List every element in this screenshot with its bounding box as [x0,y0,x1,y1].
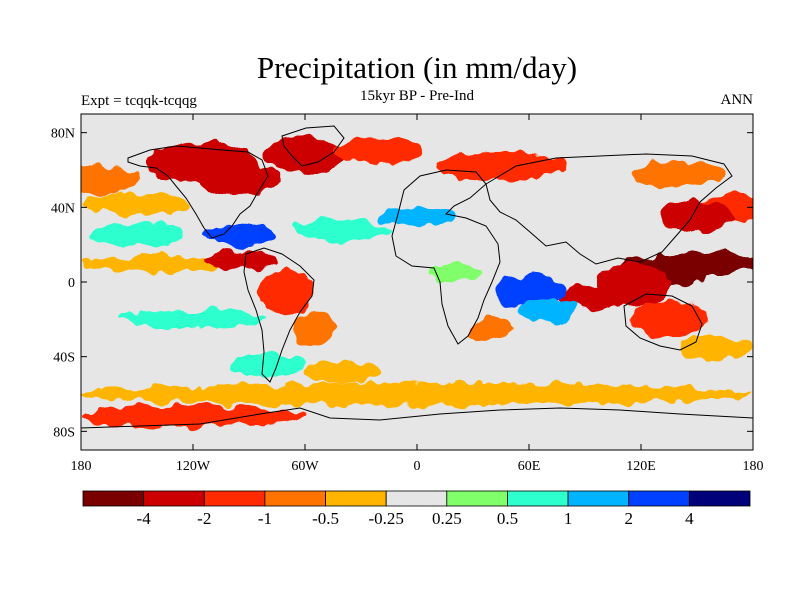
coastline-australia [623,293,703,351]
anomaly-region-27 [426,263,483,282]
y-tick-label-0: 80N [51,127,75,142]
colorbar-label-5: 0.25 [432,509,462,528]
x-tick-label-4: 60E [518,459,541,474]
colorbar-box-4 [325,490,387,507]
anomaly-region-21 [379,207,455,227]
anomaly-region-1 [198,164,281,195]
season-label: ANN [720,92,754,108]
plot-title: Precipitation (in mm/day) [256,50,578,85]
x-tick-label-3: 0 [414,459,421,474]
coastline-antarctica [81,407,753,429]
colorbar: -4 -2 -1 -0.5 -0.25 0.25 0.5 1 2 4 [82,490,751,528]
anomaly-region-22 [90,224,184,247]
colorbar-label-1: -2 [197,509,211,528]
colorbar-label-7: 1 [564,509,573,528]
x-tick-label-1: 120W [176,459,211,474]
anomaly-region-23 [118,310,268,329]
coastlines [81,125,753,429]
anomaly-region-3 [333,138,427,165]
colorbar-box-8 [567,490,630,507]
anomaly-region-17 [258,268,315,314]
anomaly-region-2 [263,136,347,174]
anomaly-region-9 [659,201,735,232]
anomaly-region-25 [519,298,576,322]
colorbar-label-0: -4 [137,509,152,528]
plot-subtitle: 15kyr BP - Pre-Ind [359,88,475,104]
anomaly-region-32 [230,354,305,378]
anomaly-region-15 [81,254,231,273]
anomaly-region-18 [295,310,334,348]
anomaly-region-16 [202,250,277,269]
coastline-asia [485,153,733,265]
map-axes: 180 120W 60W 0 60E 120E 180 80N 40N 0 40S 80S [51,114,764,474]
coastline-greenland [281,125,345,167]
anomaly-region-14 [631,300,707,339]
x-tick-label-6: 180 [743,459,764,474]
anomaly-region-7 [84,192,190,215]
anomaly-region-28 [678,336,753,359]
colorbar-box-0 [82,490,145,507]
colorbar-label-3: -0.5 [312,509,339,528]
colorbar-box-3 [264,490,326,507]
anomaly-region-6 [81,164,137,195]
colorbar-box-2 [203,490,266,507]
anomaly-region-13 [560,285,628,309]
anomaly-region-29 [81,382,753,406]
x-tick-label-2: 60W [291,459,319,474]
colorbar-box-5 [385,490,448,507]
x-tick-label-5: 120E [626,459,656,474]
anomaly-region-26 [469,317,515,340]
anomaly-region-19 [202,224,277,247]
anomaly-region-30 [81,405,305,428]
y-tick-label-1: 40N [51,201,75,216]
x-tick-label-0: 180 [71,459,92,474]
y-tick-label-4: 80S [53,425,75,440]
anomaly-region-31 [305,360,380,383]
anomaly-region-5 [631,160,725,187]
colorbar-label-2: -1 [258,509,272,528]
colorbar-label-6: 0.5 [497,509,518,528]
coastline-south-america [243,247,315,383]
colorbar-box-10 [688,490,751,507]
coastline-europe-africa [391,169,501,345]
colorbar-label-8: 2 [624,509,633,528]
anomaly-region-4 [435,151,567,182]
anomaly-region-20 [295,218,390,241]
colorbar-box-6 [446,490,508,507]
y-tick-label-2: 0 [68,276,75,291]
colorbar-label-9: 4 [685,509,694,528]
colorbar-box-9 [628,490,690,507]
colorbar-label-4: -0.25 [368,509,403,528]
coastline-north-america [127,145,269,239]
experiment-label: Expt = tcqqk-tcqqg [81,93,197,109]
colorbar-box-7 [507,490,569,507]
anomaly-fields [81,136,753,428]
y-tick-label-3: 40S [53,351,75,366]
colorbar-box-1 [143,490,205,507]
